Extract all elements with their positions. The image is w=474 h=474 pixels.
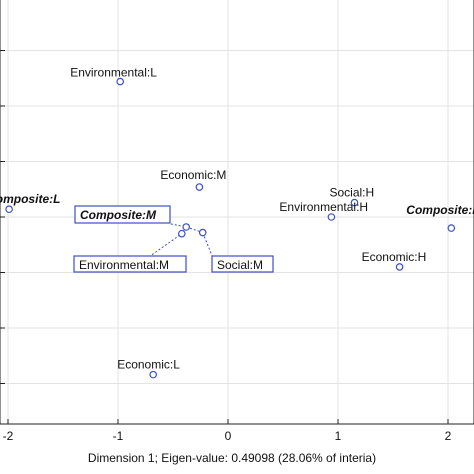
point-label-composite-m: Composite:M — [80, 208, 157, 222]
point-economic-h — [395, 263, 404, 271]
point-label-environmental-m: Environmental:M — [79, 258, 169, 272]
point-composite-m — [182, 223, 191, 231]
x-tick-label-2: 0 — [225, 429, 232, 443]
point-label-composite-h: Composite:H — [406, 203, 474, 217]
label-box-environmental-m — [73, 255, 187, 273]
point-label-economic-m: Economic:M — [160, 168, 226, 182]
point-label-social-h: Social:H — [330, 186, 375, 200]
label-box-social-m — [211, 255, 274, 273]
point-label-economic-h: Economic:H — [362, 250, 427, 264]
point-environmental-h — [327, 213, 336, 221]
point-environmental-m — [178, 229, 186, 238]
x-tick-label-3: 1 — [335, 429, 342, 443]
link-composite-social — [186, 226, 203, 234]
data-points: Environmental:L Economic:M Composite:L Comp… — [0, 66, 474, 379]
point-economic-m — [195, 183, 204, 191]
x-axis-ticks: -2 -1 0 1 2 — [3, 419, 452, 443]
label-box-composite-m — [74, 205, 171, 224]
point-label-composite-l: Composite:L — [0, 192, 60, 206]
point-label-social-m: Social:M — [217, 258, 263, 272]
point-label-economic-l: Economic:L — [117, 358, 180, 372]
point-label-environmental-l: Environmental:L — [70, 66, 157, 80]
leader-line-1 — [148, 233, 183, 258]
x-tick-label-1: -1 — [113, 429, 124, 443]
x-axis-title: Dimension 1; Eigen-value: 0.49098 (28.06… — [88, 451, 376, 465]
point-economic-l — [149, 370, 158, 379]
point-social-m — [198, 228, 207, 237]
point-environmental-l — [116, 77, 125, 86]
point-composite-l — [5, 205, 13, 214]
x-tick-label-0: -2 — [3, 429, 14, 443]
point-composite-h — [447, 224, 456, 232]
x-tick-label-4: 2 — [445, 429, 452, 443]
y-axis-ticks — [0, 50, 5, 384]
leader-line-2 — [202, 232, 214, 258]
point-social-h — [350, 198, 359, 207]
plot-frame — [0, 0, 474, 425]
point-label-environmental-h: Environmental:H — [279, 200, 368, 214]
